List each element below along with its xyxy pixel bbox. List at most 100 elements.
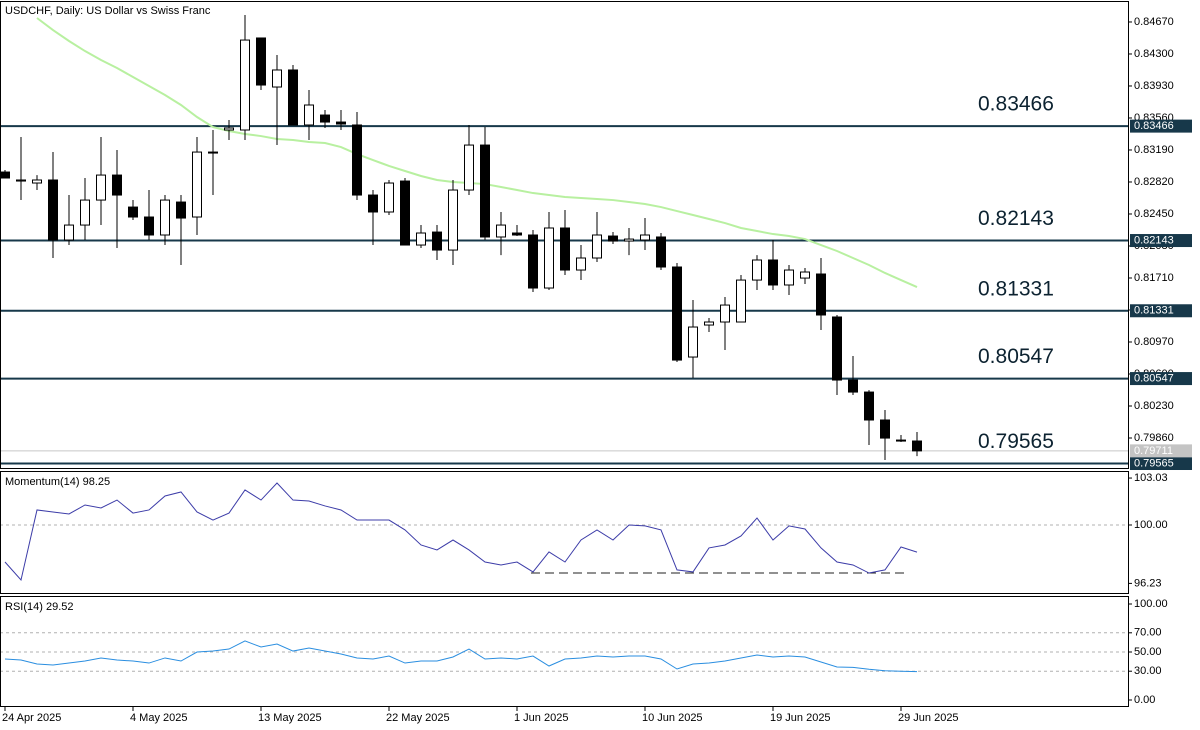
candle-body [768, 259, 778, 286]
candle-body [448, 189, 458, 251]
y-tick-label: 0.84670 [1134, 16, 1174, 28]
candle-body [48, 179, 58, 241]
momentum-title: Momentum(14) 98.25 [5, 476, 110, 488]
level-axis-box [1130, 372, 1192, 386]
candle-body [720, 304, 730, 323]
candle-body [496, 224, 506, 238]
level-axis-box [1130, 119, 1192, 133]
candle-body [320, 114, 330, 123]
moving-average [36, 17, 918, 288]
candle-body [176, 201, 186, 219]
candle-body [128, 206, 138, 218]
candle-body [816, 273, 826, 316]
candle-body [592, 234, 602, 259]
level-axis-label: 0.79565 [1134, 457, 1174, 469]
y-tick-label: 50.00 [1134, 646, 1162, 658]
level-axis-box [1130, 234, 1192, 248]
candle-body [432, 231, 442, 251]
candle-body [528, 234, 538, 289]
momentum-panel-frame [0, 471, 1129, 594]
candle-body [80, 199, 90, 226]
candle-body [480, 144, 490, 238]
candle-body [736, 279, 746, 323]
last-price-label: 0.79711 [1134, 445, 1173, 457]
candle-body [624, 238, 634, 242]
y-tick-label: 0.84300 [1134, 48, 1174, 60]
candle-body [384, 182, 394, 213]
main-plot: 0.83466 0.82143 0.81331 0.80547 0.79565 [1, 14, 1128, 465]
y-tick-label: 70.00 [1134, 627, 1162, 639]
level-axis-label: 0.81331 [1134, 305, 1174, 317]
last-price-box [1130, 444, 1192, 458]
candle-body [864, 391, 874, 421]
candle-body [896, 439, 906, 442]
x-tick-label: 4 May 2025 [130, 712, 187, 724]
x-tick-label: 10 Jun 2025 [642, 712, 703, 724]
chart-title: USDCHF, Daily: US Dollar vs Swiss Franc [5, 5, 211, 17]
y-tick-label: 0.83190 [1134, 144, 1174, 156]
y-tick-label: 100.00 [1134, 598, 1168, 610]
candle-body [256, 37, 266, 86]
axes: 0.846700.843000.839300.835600.831900.828… [2, 16, 1192, 724]
level-axis-label: 0.83466 [1134, 120, 1174, 132]
y-tick-label: 0.80970 [1134, 336, 1174, 348]
candle-body [272, 69, 282, 88]
candle-body [144, 216, 154, 236]
candle-body [368, 194, 378, 213]
candle-body [880, 419, 890, 439]
level-label: 0.79565 [978, 430, 1054, 453]
candle-body [576, 257, 586, 271]
level-axis-label: 0.80547 [1134, 372, 1174, 384]
indicator-line [4, 482, 918, 582]
level-axis-box [1130, 457, 1192, 471]
candle-body [416, 232, 426, 246]
candle-body [224, 127, 234, 131]
level-label: 0.82143 [978, 207, 1054, 230]
y-tick-label: 0.83930 [1134, 80, 1174, 92]
candle-body [1, 171, 10, 179]
candle-body [704, 321, 714, 326]
candle-body [608, 235, 618, 242]
candle-body [832, 316, 842, 381]
y-tick-label: 0.80230 [1134, 400, 1174, 412]
level-label: 0.83466 [978, 93, 1054, 116]
level-axis-label: 0.82143 [1134, 234, 1174, 246]
x-tick-label: 13 May 2025 [258, 712, 322, 724]
y-tick-label: 96.23 [1134, 577, 1162, 589]
y-tick-label: 100.00 [1134, 519, 1168, 531]
candle-body [64, 224, 74, 241]
candle-body [752, 259, 762, 281]
level-axis-box [1130, 304, 1192, 318]
y-tick-label: 0.79860 [1134, 432, 1174, 444]
candle-body [848, 379, 858, 393]
candle-body [352, 124, 362, 196]
x-tick-label: 22 May 2025 [386, 712, 450, 724]
main-panel-frame [0, 1, 1129, 469]
x-tick-label: 24 Apr 2025 [2, 712, 61, 724]
candle-body [160, 199, 170, 236]
candle-body [656, 236, 666, 268]
momentum-plot [1, 482, 1128, 582]
candle-body [688, 326, 698, 358]
y-tick-label: 30.00 [1134, 665, 1162, 677]
candle-body [912, 440, 922, 452]
candle-body [192, 151, 202, 218]
y-tick-label: 0.00 [1134, 694, 1155, 706]
candle-body [512, 232, 522, 236]
candle-body [240, 39, 250, 131]
candle-body [336, 121, 346, 125]
rsi-title: RSI(14) 29.52 [5, 601, 73, 613]
x-tick-label: 29 Jun 2025 [898, 712, 959, 724]
rsi-panel-frame [0, 596, 1129, 707]
y-tick-label: 103.03 [1134, 472, 1168, 484]
candle-body [640, 234, 650, 241]
x-tick-label: 1 Jun 2025 [514, 712, 568, 724]
candle-body [32, 179, 42, 184]
candle-body [672, 266, 682, 361]
x-tick-label: 19 Jun 2025 [770, 712, 831, 724]
level-label: 0.81331 [978, 277, 1054, 300]
candle-body [784, 269, 794, 286]
candle-body [400, 180, 410, 246]
